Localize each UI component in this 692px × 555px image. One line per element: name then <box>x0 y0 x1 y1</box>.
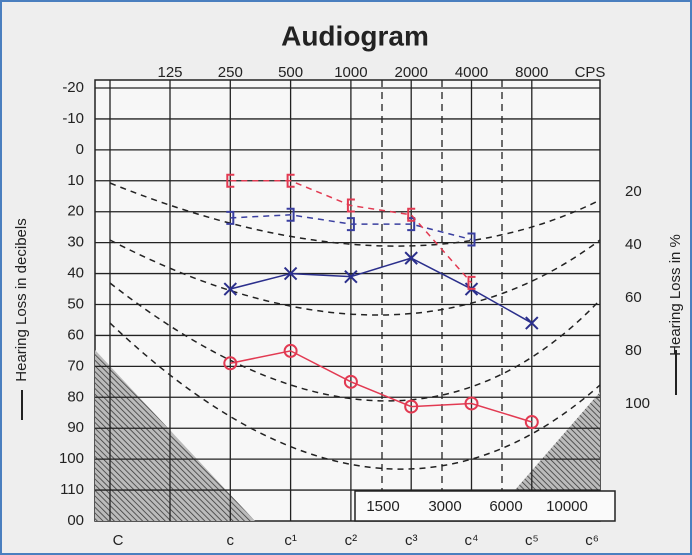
x-unit: CPS <box>575 64 606 81</box>
vertical-lines <box>109 80 503 521</box>
marker-x <box>404 251 418 265</box>
y-tick-label: -20 <box>62 79 84 96</box>
marker-x <box>223 282 238 296</box>
series-line <box>230 350 533 423</box>
series-line <box>230 214 472 241</box>
marker-bracket <box>407 207 416 222</box>
chart-title: Audiogram <box>281 20 429 51</box>
marker-bracket <box>286 173 295 188</box>
note-label: c⁴ <box>465 532 479 549</box>
marker-o <box>343 374 358 389</box>
x-tick-label: 2000 <box>395 64 428 81</box>
y-tick-label: 80 <box>67 388 84 405</box>
y-tick-label: 40 <box>67 265 84 282</box>
note-label: c⁵ <box>525 532 539 549</box>
intermediate-box <box>354 490 616 522</box>
y-tick-label: 50 <box>67 295 84 312</box>
marker-bracket <box>346 198 355 213</box>
marker-o <box>283 343 298 358</box>
note-label: c² <box>345 532 358 549</box>
y-tick-label: 20 <box>67 203 84 220</box>
x-tick-label: 1000 <box>334 64 367 81</box>
y2-axis-title: Hearing Loss in % <box>667 234 684 356</box>
intermediate-label: 10000 <box>546 498 588 515</box>
marker-bracket <box>467 232 476 247</box>
x-tick-label: 250 <box>218 64 243 81</box>
marker-bracket <box>226 210 235 225</box>
y-tick-label: 70 <box>67 357 84 374</box>
y-tick-label: 90 <box>67 419 84 436</box>
hatch-right <box>488 392 600 521</box>
percent-curves <box>109 182 601 470</box>
x-tick-label: 8000 <box>515 64 548 81</box>
note-label: c⁶ <box>585 532 599 549</box>
intermediate-label: 6000 <box>489 498 522 515</box>
note-label: c¹ <box>284 532 297 549</box>
marker-o <box>524 415 539 430</box>
y-tick-label: 10 <box>67 172 84 189</box>
x-tick-label: 125 <box>157 64 182 81</box>
y-axis-title: Hearing Loss in decibels <box>13 218 30 381</box>
marker-x <box>525 316 539 330</box>
y2-tick-label: 40 <box>625 236 642 253</box>
note-label: c³ <box>405 532 418 549</box>
hatch-left <box>95 350 255 521</box>
marker-bracket <box>226 173 235 188</box>
note-label: C <box>113 532 124 549</box>
marker-bracket <box>467 275 476 290</box>
marker-o <box>404 399 419 414</box>
marker-bracket <box>286 207 295 222</box>
y-tick-label: -10 <box>62 110 84 127</box>
y2-tick-label: 100 <box>625 395 650 412</box>
marker-o <box>223 356 238 371</box>
y-tick-label: 0 <box>76 141 84 158</box>
y2-tick-label: 60 <box>625 289 642 306</box>
intermediate-label: 1500 <box>366 498 399 515</box>
intermediate-label: 3000 <box>428 498 461 515</box>
series-line <box>230 257 533 324</box>
marker-x <box>283 266 298 281</box>
x-tick-label: 500 <box>278 64 303 81</box>
y-tick-label: 60 <box>67 326 84 343</box>
note-label: c <box>227 532 235 549</box>
marker-bracket <box>407 217 416 232</box>
y2-tick-label: 80 <box>625 342 642 359</box>
series-line <box>230 180 473 284</box>
y2-tick-label: 20 <box>625 183 642 200</box>
y-tick-label: 30 <box>67 234 84 251</box>
y-tick-label: 100 <box>59 450 84 467</box>
marker-x <box>344 269 358 284</box>
y-tick-label: 00 <box>67 512 84 529</box>
marker-o <box>464 396 479 411</box>
marker-bracket <box>346 217 355 232</box>
y-tick-label: 110 <box>60 481 84 498</box>
x-tick-label: 4000 <box>455 64 488 81</box>
